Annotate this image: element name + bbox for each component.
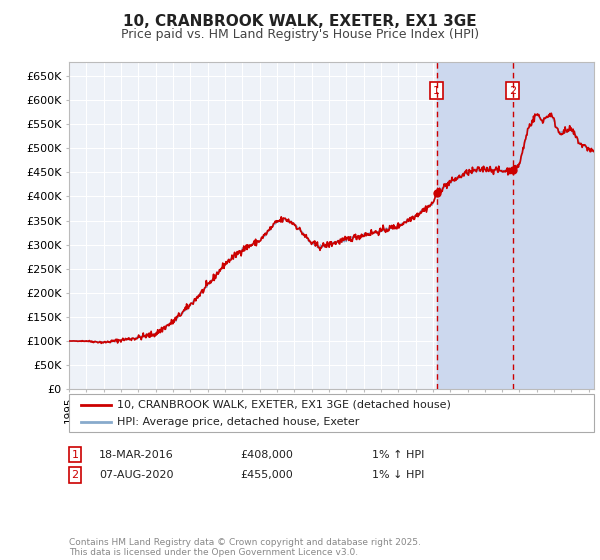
Text: 1: 1 [71,450,79,460]
Bar [437,62,594,389]
Text: 10, CRANBROOK WALK, EXETER, EX1 3GE: 10, CRANBROOK WALK, EXETER, EX1 3GE [123,14,477,29]
Text: 18-MAR-2016: 18-MAR-2016 [99,450,174,460]
Text: 1% ↓ HPI: 1% ↓ HPI [372,470,424,480]
Text: £408,000: £408,000 [240,450,293,460]
Text: 07-AUG-2020: 07-AUG-2020 [99,470,173,480]
Text: 2: 2 [71,470,79,480]
Text: 2: 2 [509,86,516,96]
Text: 10, CRANBROOK WALK, EXETER, EX1 3GE (detached house): 10, CRANBROOK WALK, EXETER, EX1 3GE (det… [117,400,451,410]
Text: 1: 1 [433,86,440,96]
Text: Price paid vs. HM Land Registry's House Price Index (HPI): Price paid vs. HM Land Registry's House … [121,28,479,41]
Text: 1% ↑ HPI: 1% ↑ HPI [372,450,424,460]
Text: HPI: Average price, detached house, Exeter: HPI: Average price, detached house, Exet… [117,417,359,427]
Text: £455,000: £455,000 [240,470,293,480]
Text: Contains HM Land Registry data © Crown copyright and database right 2025.
This d: Contains HM Land Registry data © Crown c… [69,538,421,557]
